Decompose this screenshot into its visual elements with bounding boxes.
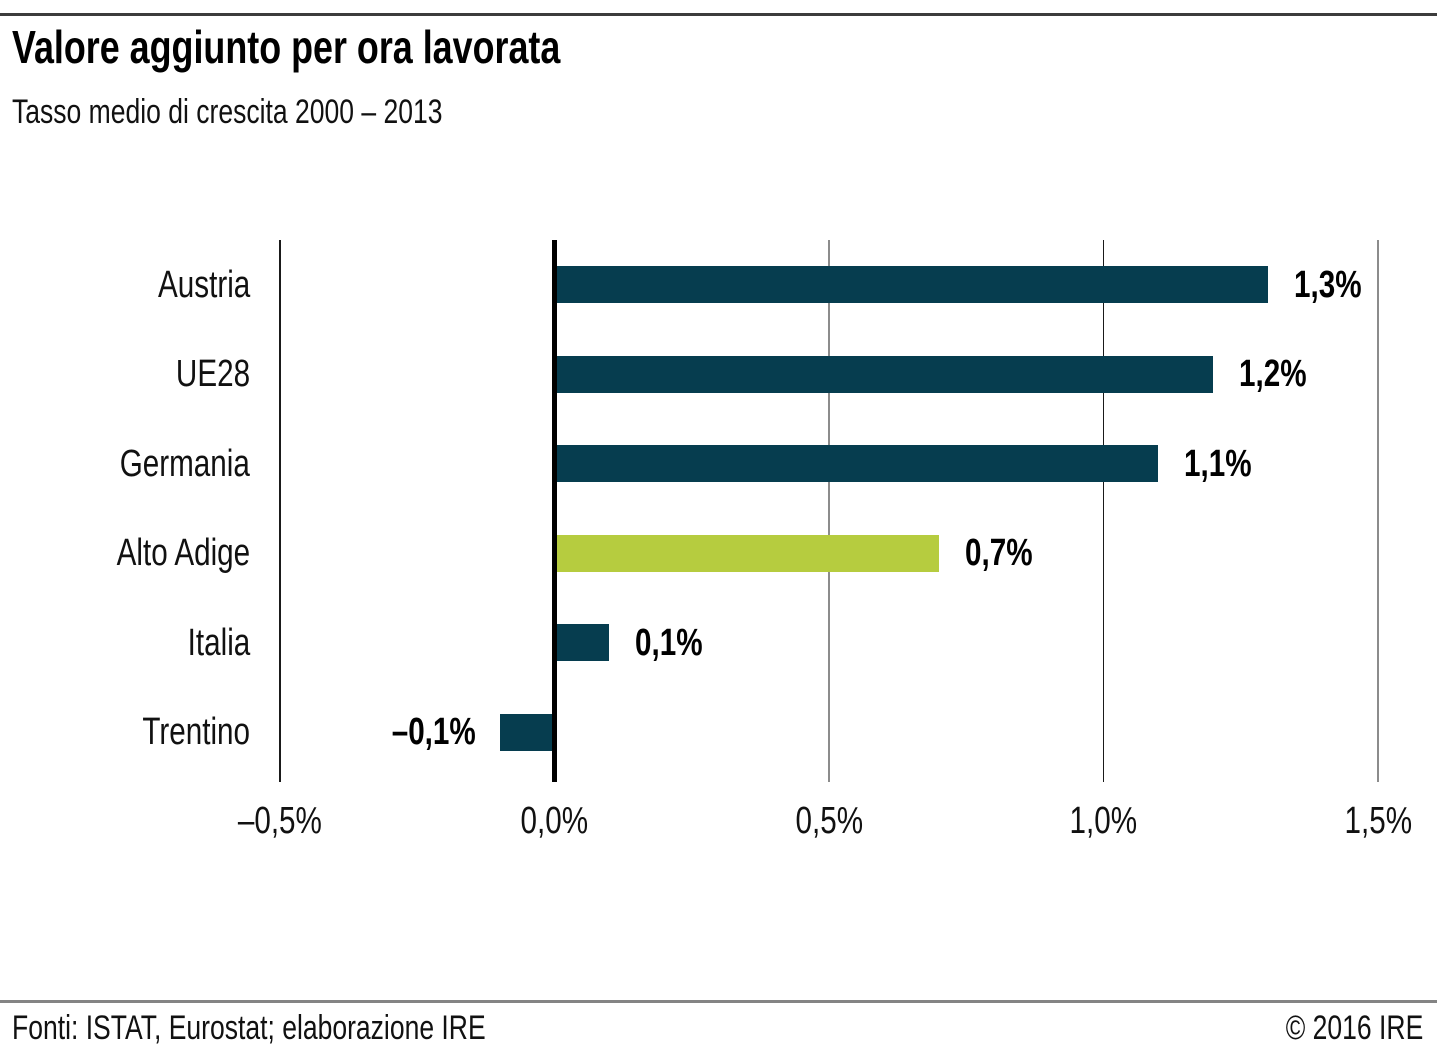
footer-sources: Fonti: ISTAT, Eurostat; elaborazione IRE <box>12 1009 486 1047</box>
category-label-germania: Germania <box>119 442 250 485</box>
category-label-trentino: Trentino <box>142 711 250 754</box>
bar-trentino <box>499 713 555 751</box>
value-label-alto-adige: 0,7% <box>964 532 1033 575</box>
gridline-0-5 <box>828 240 830 782</box>
value-label-trentino: –0,1% <box>391 711 476 754</box>
bar-alto-adige-highlighted <box>554 534 939 572</box>
bar-austria <box>554 266 1269 304</box>
value-label-germania: 1,1% <box>1184 442 1252 485</box>
category-label-austria: Austria <box>157 263 250 306</box>
top-rule <box>0 13 1437 16</box>
category-label-italia: Italia <box>187 621 250 664</box>
page-title: Valore aggiunto per ora lavorata <box>12 22 715 72</box>
value-label-austria: 1,3% <box>1294 263 1362 306</box>
page-subtitle-text: Tasso medio di crescita 2000 – 2013 <box>12 93 443 131</box>
value-label-italia: 0,1% <box>635 621 703 664</box>
x-tick-label-minus-0-5: –0,5% <box>237 800 323 842</box>
footer-rule <box>0 1000 1437 1003</box>
value-label-ue28: 1,2% <box>1239 353 1307 396</box>
bar-italia <box>554 624 610 662</box>
x-tick-label-0-0: 0,0% <box>520 800 589 842</box>
gridline-1-0 <box>1102 240 1105 782</box>
zero-axis-line <box>552 240 557 782</box>
category-label-alto-adige: Alto Adige <box>116 532 250 575</box>
page-title-text: Valore aggiunto per ora lavorata <box>12 21 561 73</box>
category-label-ue28: UE28 <box>175 353 250 396</box>
footer-copyright: © 2016 IRE <box>1285 1009 1423 1047</box>
x-tick-label-1-0: 1,0% <box>1069 800 1138 842</box>
bar-ue28 <box>554 355 1214 393</box>
bar-germania <box>554 445 1159 483</box>
gridline-minus-0-5 <box>279 240 281 782</box>
x-tick-label-0-5: 0,5% <box>795 800 863 842</box>
x-tick-label-1-5: 1,5% <box>1344 800 1412 842</box>
page-subtitle: Tasso medio di crescita 2000 – 2013 <box>12 92 564 132</box>
gridline-1-5 <box>1377 240 1379 782</box>
